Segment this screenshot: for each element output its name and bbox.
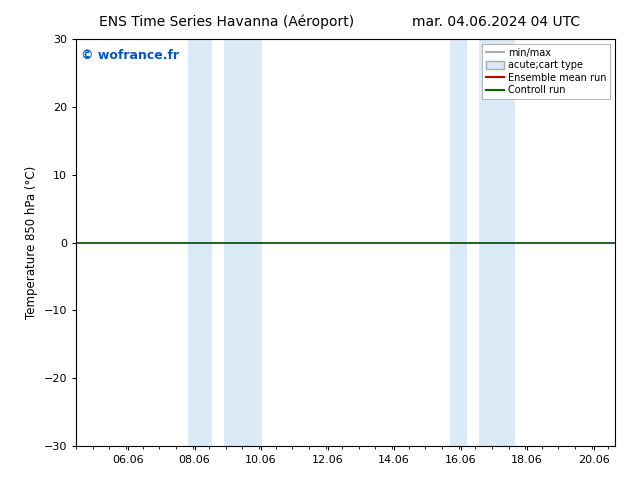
Legend: min/max, acute;cart type, Ensemble mean run, Controll run: min/max, acute;cart type, Ensemble mean … xyxy=(482,44,610,99)
Bar xyxy=(224,39,262,446)
Y-axis label: Temperature 850 hPa (°C): Temperature 850 hPa (°C) xyxy=(25,166,38,319)
Bar xyxy=(479,39,515,446)
Bar xyxy=(188,39,212,446)
Bar xyxy=(450,39,467,446)
Text: mar. 04.06.2024 04 UTC: mar. 04.06.2024 04 UTC xyxy=(412,15,581,29)
Text: ENS Time Series Havanna (Aéroport): ENS Time Series Havanna (Aéroport) xyxy=(100,15,354,29)
Text: © wofrance.fr: © wofrance.fr xyxy=(81,49,179,62)
